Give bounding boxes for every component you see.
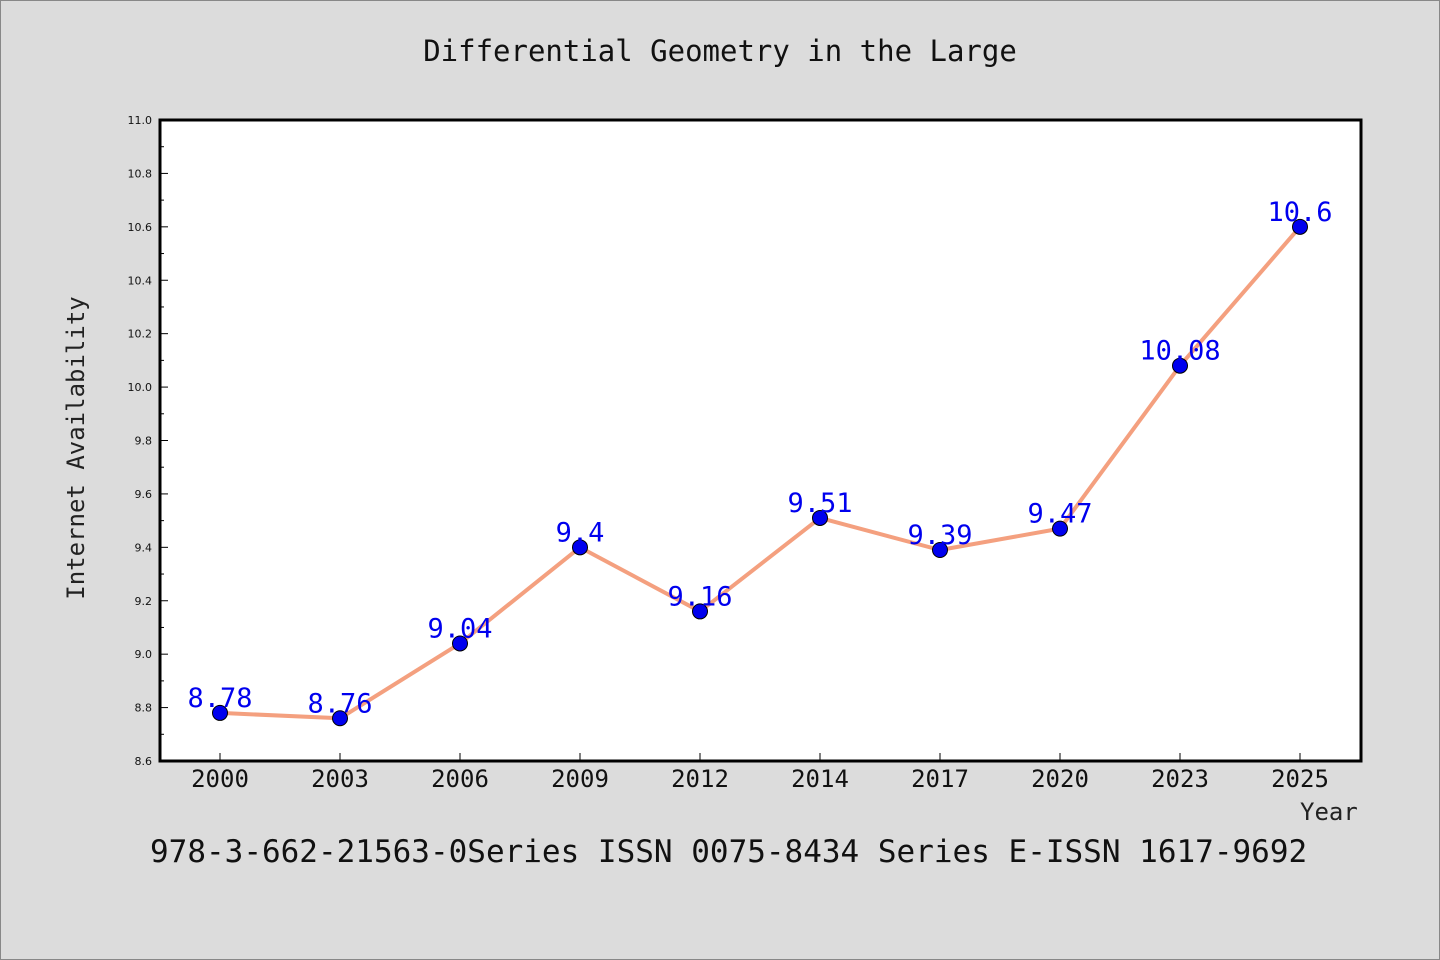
series-line [218,224,1302,721]
data-label: 9.4 [556,517,605,548]
y-tick-label: 10.4 [128,274,153,287]
x-tick-label: 2023 [1151,765,1209,793]
data-label: 10.08 [1139,336,1220,367]
y-tick-label: 10.2 [128,328,153,341]
data-label: 8.78 [187,683,252,714]
data-label: 9.16 [667,581,732,612]
y-tick-label: 8.8 [135,702,153,715]
plot-area [158,118,1363,763]
data-point-marker [1292,218,1308,235]
footer-isbn-text: 978-3-662-21563-0Series ISSN 0075-8434 S… [150,834,1308,870]
series-group: 8.78 8.76 9.04 9.4 9.16 9.51 9.39 9.47 10.08 10.6 [187,197,1333,727]
y-tick-label: 10.0 [128,381,153,394]
x-tick-label: 2006 [431,765,489,793]
data-point-marker [572,539,588,556]
x-tick-label: 2009 [551,765,609,793]
x-tick-label: 2020 [1031,765,1089,793]
y-tick-label: 9.0 [135,648,153,661]
data-point-marker [212,704,228,721]
data-label: 9.39 [907,520,972,551]
x-tick-label: 2025 [1271,765,1329,793]
y-tick-label: 10.8 [128,167,153,180]
x-axis: 2000 2003 2006 2009 2012 2014 2017 2020 2023 2025 [191,753,1329,793]
data-point-marker [692,603,708,620]
x-axis-label: Year [1300,798,1358,826]
chart-title: Differential Geometry in the Large [423,34,1017,68]
data-point-marker [452,635,468,652]
y-axis: 8.6 8.8 9.0 9.2 9.4 9.6 9.8 10.0 10.2 10.4 10.6 10.… [128,114,168,768]
y-tick-label: 9.6 [135,488,153,501]
x-tick-label: 2014 [791,765,849,793]
y-tick-label: 10.6 [128,221,153,234]
x-tick-label: 2017 [911,765,969,793]
y-tick-label: 9.8 [135,435,153,448]
data-point-marker [932,542,948,559]
y-tick-label: 9.2 [135,595,153,608]
y-tick-label: 8.6 [135,755,153,768]
x-tick-label: 2012 [671,765,729,793]
data-label: 8.76 [307,688,372,719]
data-label: 9.04 [427,613,492,644]
y-tick-label: 11.0 [128,114,153,127]
data-label: 9.51 [787,488,852,519]
data-point-marker [332,710,348,727]
x-tick-label: 2000 [191,765,249,793]
data-label: 9.47 [1027,499,1092,530]
data-point-marker [812,509,828,526]
data-point-marker [1172,357,1188,374]
data-point-marker [1052,520,1068,537]
x-tick-label: 2003 [311,765,369,793]
y-tick-label: 9.4 [135,541,153,554]
data-label: 10.6 [1267,197,1332,228]
